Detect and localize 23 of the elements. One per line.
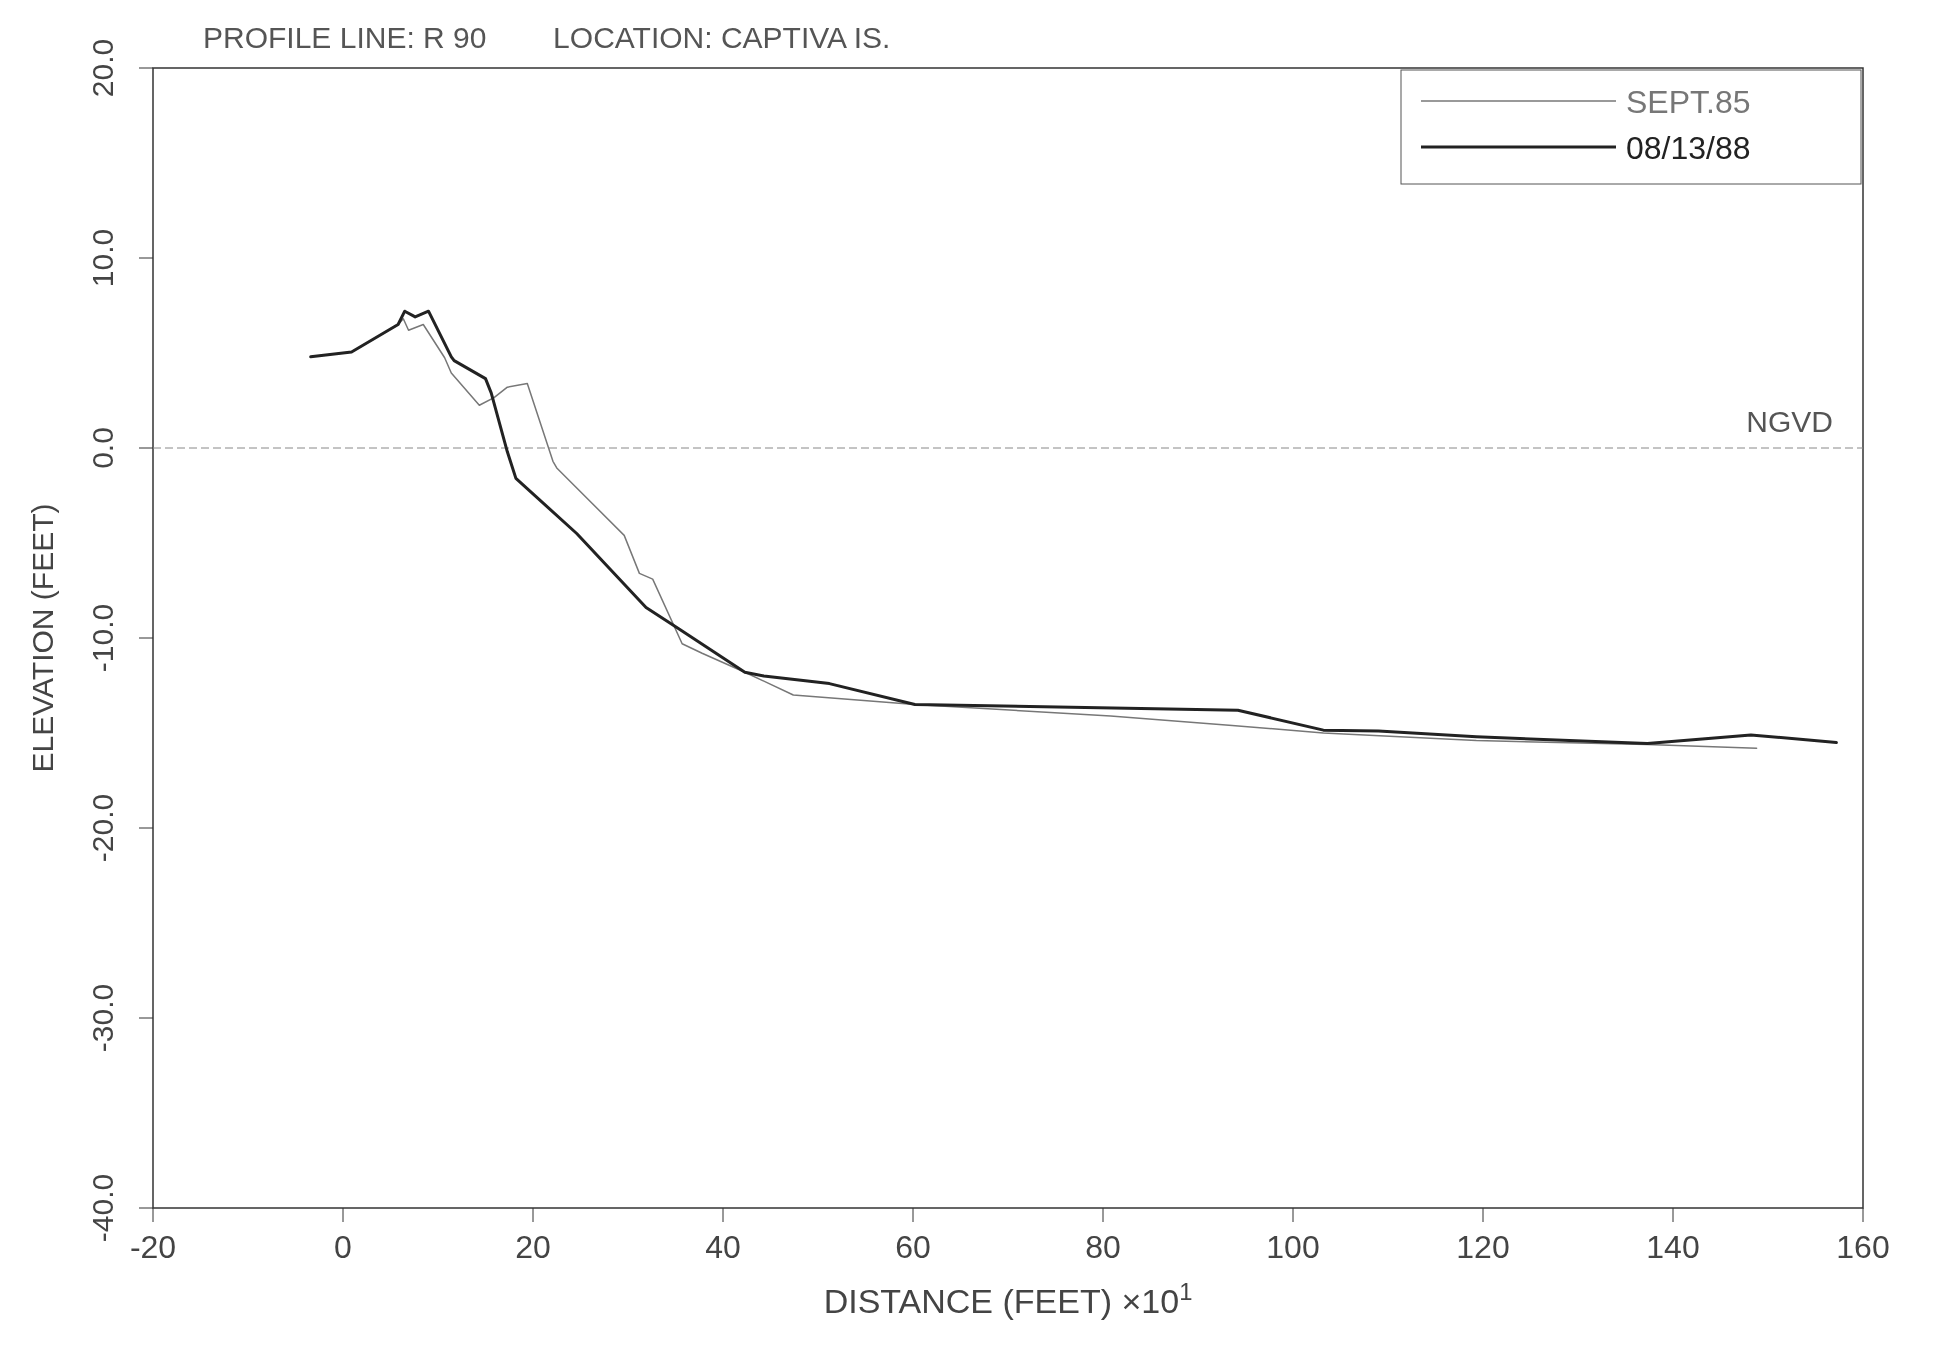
text: 08/13/88: [1626, 130, 1751, 166]
x-tick-label: 80: [1085, 1229, 1121, 1265]
x-tick-label: 60: [895, 1229, 931, 1265]
y-axis-title: ELEVATION (FEET): [26, 503, 59, 773]
text: SEPT.85: [1626, 84, 1751, 120]
x-tick-label: 120: [1456, 1229, 1510, 1265]
y-tick-label: -10.0: [86, 603, 119, 673]
x-tick-label: 0: [334, 1229, 352, 1265]
y-tick-label: 20.0: [86, 38, 119, 98]
x-tick-label: -20: [129, 1229, 177, 1265]
chart-title: PROFILE LINE: R 90 LOCATION: CAPTIVA IS.: [203, 21, 891, 54]
x-tick-label: 100: [1266, 1229, 1320, 1265]
x-tick-label: 140: [1646, 1229, 1700, 1265]
y-tick-label: 10.0: [86, 228, 119, 288]
y-tick-label: -20.0: [86, 793, 119, 863]
y-tick-label: -40.0: [86, 1173, 119, 1243]
x-tick-label: 20: [515, 1229, 551, 1265]
x-tick-label: 40: [705, 1229, 741, 1265]
ref-line-label: NGVD: [1746, 405, 1833, 438]
y-tick-label: 0.0: [86, 427, 119, 469]
x-tick-label: 160: [1836, 1229, 1890, 1265]
x-axis-title: DISTANCE (FEET) ×10$^{1}$: [823, 1277, 1193, 1320]
y-tick-label: -30.0: [86, 983, 119, 1053]
